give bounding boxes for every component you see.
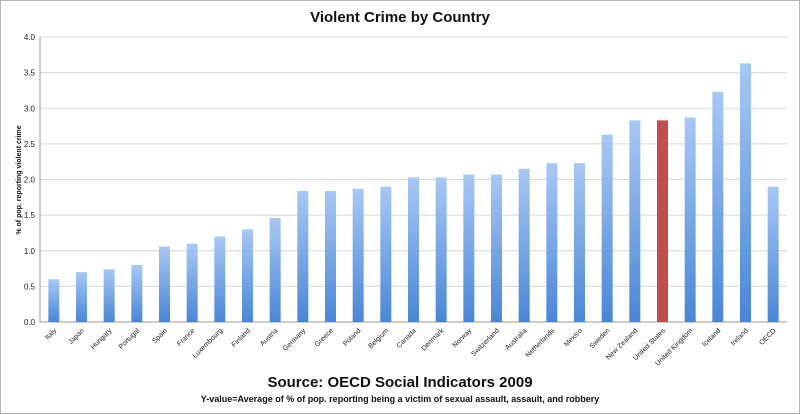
bar-sweden bbox=[601, 134, 613, 322]
bar-denmark bbox=[435, 177, 447, 322]
bar-austria bbox=[269, 217, 281, 322]
y-tick-label: 0.5 bbox=[24, 282, 36, 291]
y-tick-label: 4.0 bbox=[24, 33, 36, 42]
bar-ireland bbox=[740, 63, 751, 323]
bars bbox=[48, 63, 779, 323]
x-tick-label: Germany bbox=[282, 327, 308, 353]
bar-canada bbox=[408, 177, 419, 322]
bar-netherlands bbox=[546, 163, 558, 322]
bar-greece bbox=[325, 190, 336, 322]
x-tick-label: Poland bbox=[342, 327, 362, 347]
source-line: Source: OECD Social Indicators 2009 bbox=[267, 374, 533, 391]
x-tick-label: Luxembourg bbox=[192, 327, 225, 360]
x-tick-label: Ireland bbox=[730, 327, 750, 347]
x-tick-label: Denmark bbox=[421, 327, 446, 352]
x-tick-label: Netherlands bbox=[525, 327, 557, 359]
bar-united-states bbox=[657, 120, 668, 322]
x-tick-label: Iceland bbox=[701, 327, 722, 348]
x-tick-label: Finland bbox=[231, 327, 252, 348]
x-tick-label: Sweden bbox=[589, 327, 612, 350]
bar-italy bbox=[48, 279, 60, 322]
bar-spain bbox=[159, 246, 170, 322]
bar-oecd bbox=[767, 186, 779, 322]
y-tick-label: 1.5 bbox=[24, 211, 36, 220]
x-tick-label: Italy bbox=[44, 327, 58, 341]
x-tick-label: Australia bbox=[504, 327, 528, 351]
x-tick-label: Greece bbox=[314, 327, 335, 348]
x-tick-label: Switzerland bbox=[470, 327, 501, 358]
bar-japan bbox=[76, 272, 87, 322]
y-tick-label: 0.0 bbox=[24, 318, 36, 327]
bar-luxembourg bbox=[214, 236, 226, 322]
bar-portugal bbox=[131, 265, 143, 322]
bar-hungary bbox=[103, 269, 115, 322]
x-tick-label: Mexico bbox=[563, 327, 584, 348]
y-tick-label: 3.0 bbox=[24, 104, 36, 113]
bar-iceland bbox=[712, 91, 724, 322]
y-tick-label: 2.0 bbox=[24, 176, 36, 185]
bar-mexico bbox=[574, 163, 585, 322]
x-tick-label: Norway bbox=[452, 327, 474, 349]
y-tick-label: 2.5 bbox=[24, 140, 36, 149]
x-tick-label: Japan bbox=[67, 327, 86, 346]
y-tick-label: 1.0 bbox=[24, 247, 36, 256]
x-tick-label: Portugal bbox=[118, 327, 142, 351]
bar-germany bbox=[297, 190, 309, 322]
x-tick-label: Austria bbox=[259, 327, 279, 347]
x-tick-label: Spain bbox=[151, 327, 169, 345]
x-tick-label: OECD bbox=[758, 327, 777, 346]
y-axis-label: % of pop. reporting violent crime bbox=[16, 125, 23, 234]
bar-new-zealand bbox=[629, 120, 641, 322]
chart-title: Violent Crime by Country bbox=[310, 9, 490, 26]
category-labels: Italy Japan Hungary Portugal Spain FranceLuxe… bbox=[44, 327, 777, 368]
bar-finland bbox=[242, 229, 253, 322]
x-tick-label: France bbox=[176, 327, 196, 347]
bar-belgium bbox=[380, 186, 392, 322]
bar-switzerland bbox=[491, 174, 502, 322]
x-tick-label: Hungary bbox=[90, 327, 114, 351]
bar-norway bbox=[463, 174, 475, 322]
y-tick-label: 3.5 bbox=[24, 69, 36, 78]
bar-australia bbox=[518, 168, 530, 322]
x-tick-label: Belgium bbox=[367, 327, 390, 350]
footnote-line: Y-value=Average of % of pop. reporting b… bbox=[200, 394, 600, 404]
x-tick-label: Canada bbox=[396, 327, 418, 349]
bar-poland bbox=[352, 188, 364, 322]
bar-france bbox=[186, 243, 198, 322]
bar-united-kingdom bbox=[684, 117, 696, 322]
